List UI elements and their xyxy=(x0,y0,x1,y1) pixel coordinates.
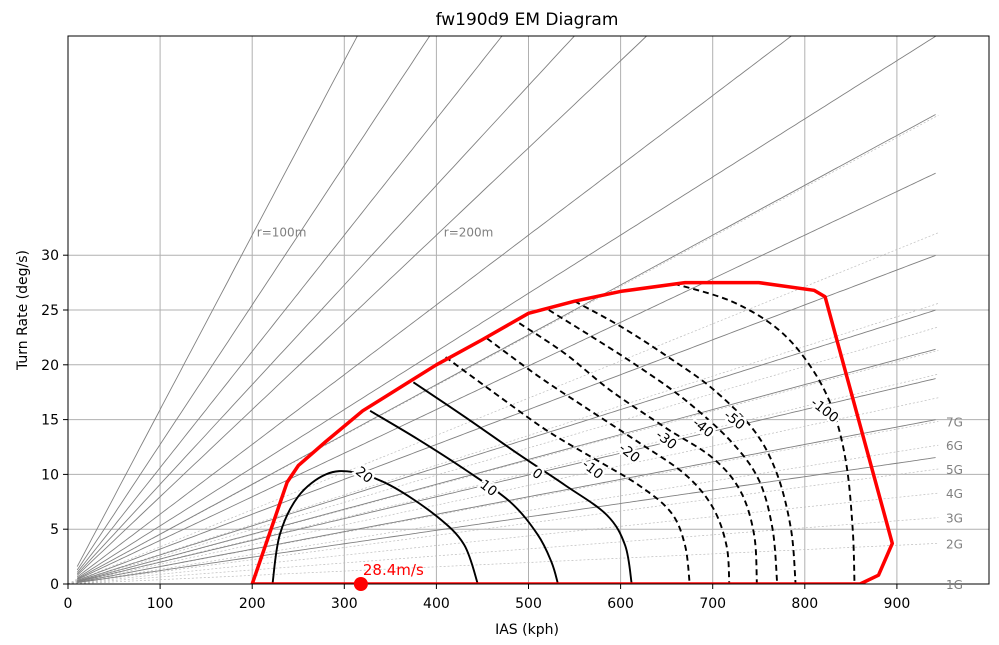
g-load-line xyxy=(68,373,939,584)
y-tick-label: 0 xyxy=(50,577,59,593)
radius-curve xyxy=(77,348,936,582)
y-tick-label: 25 xyxy=(41,303,59,319)
y-axis-label: Turn Rate (deg/s) xyxy=(15,250,31,371)
x-axis-label: IAS (kph) xyxy=(495,622,559,638)
g-load-line xyxy=(68,232,939,584)
radius-curve xyxy=(77,419,936,583)
ps-contour-line xyxy=(271,470,479,584)
x-tick-label: 200 xyxy=(239,596,266,612)
x-tick-label: 0 xyxy=(64,596,73,612)
radius-lines xyxy=(76,36,936,584)
x-tick-label: 500 xyxy=(515,596,542,612)
radius-curve xyxy=(76,114,936,580)
g-load-label: 2G xyxy=(946,537,963,551)
g-load-line xyxy=(68,421,939,584)
g-load-labels: 1G 2G 3G 4G 5G 6G 7G xyxy=(946,415,963,592)
radius-curve xyxy=(76,36,576,575)
ps-contour-line xyxy=(412,381,633,584)
corner-speed-marker xyxy=(353,577,368,591)
g-load-line xyxy=(68,543,939,584)
y-tick-label: 5 xyxy=(50,522,59,538)
radius-curve xyxy=(76,36,431,571)
ps-contour-line xyxy=(574,300,797,584)
x-tick-label: 700 xyxy=(699,596,726,612)
g-load-line xyxy=(68,397,939,584)
axis-ticks: 0 100 200 300 400 500 600 700 800 900 0 5 10 15 20 25 30 xyxy=(41,248,910,612)
radius-curve xyxy=(77,457,936,584)
y-tick-label: 30 xyxy=(41,248,59,264)
ps-contour-line xyxy=(445,356,691,584)
g-load-line xyxy=(68,326,939,584)
y-tick-label: 20 xyxy=(41,358,59,374)
g-load-label: 1G xyxy=(946,578,963,592)
ps-contour-line xyxy=(369,409,559,584)
y-tick-label: 15 xyxy=(41,413,59,429)
corner-speed-label: 28.4m/s xyxy=(363,561,424,579)
radius-curve xyxy=(76,36,936,579)
y-tick-label: 10 xyxy=(41,467,59,483)
g-load-label: 4G xyxy=(946,487,963,501)
radius-curve xyxy=(76,36,503,573)
g-load-label: 5G xyxy=(946,463,963,477)
g-load-line xyxy=(68,517,939,584)
ps-contour-line xyxy=(518,322,758,584)
x-tick-label: 400 xyxy=(423,596,450,612)
ps-contour-line xyxy=(673,282,856,584)
g-load-line xyxy=(68,444,939,584)
x-tick-label: 300 xyxy=(331,596,358,612)
radius-curve xyxy=(77,378,936,583)
ps-contour-line xyxy=(548,309,779,584)
radius-label: r=200m xyxy=(444,226,494,240)
x-tick-label: 100 xyxy=(147,596,174,612)
x-tick-label: 800 xyxy=(791,596,818,612)
radius-curve xyxy=(76,36,648,576)
g-load-label: 6G xyxy=(946,439,963,453)
chart-title: fw190d9 EM Diagram xyxy=(436,10,619,30)
radius-curve xyxy=(76,36,793,578)
radius-curve xyxy=(76,36,358,567)
flight-envelope xyxy=(250,280,895,584)
g-load-label: 3G xyxy=(946,512,963,526)
g-load-label: 7G xyxy=(946,415,963,429)
radius-curve xyxy=(77,254,936,581)
ps-contour-line xyxy=(486,337,731,584)
g-load-line xyxy=(68,492,939,584)
x-tick-label: 900 xyxy=(884,596,911,612)
radius-curve xyxy=(77,172,936,581)
radius-label: r=100m xyxy=(257,226,307,240)
x-tick-label: 600 xyxy=(607,596,634,612)
